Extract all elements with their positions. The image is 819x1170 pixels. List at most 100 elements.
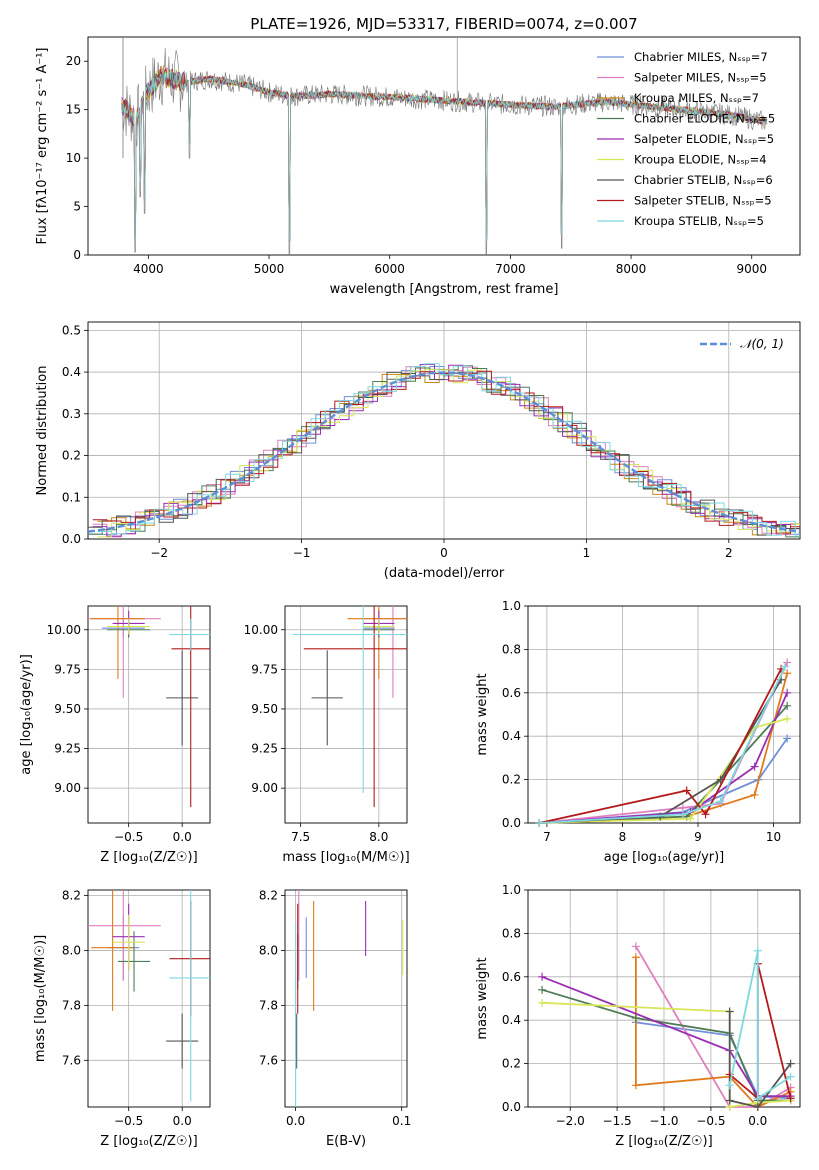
- residuals-histogram-kroupa_stelib: [97, 363, 800, 537]
- spectrum-model-line-kroupa_stelib: [121, 69, 768, 241]
- spectrum-ytick-label: 20: [66, 54, 81, 68]
- weight_vs_Z-ytick-label: 0.4: [502, 1013, 521, 1027]
- weight_vs_age-ytick-label: 1.0: [502, 599, 521, 613]
- weight_vs_age-xtick-label: 7: [543, 830, 551, 844]
- mass_vs_Z-ytick-label: 7.6: [62, 1053, 81, 1067]
- weight_vs_Z-series-marker: [631, 953, 640, 962]
- age_vs_Z-points: [88, 606, 210, 808]
- weight_vs_Z-axes: −2.0 −1.5 −1.0 −0.5 0.0 0.0 0.2 0.4 0.6 0.8 1.0 Z […: [475, 883, 801, 1149]
- mass_vs_Z-axes: −0.5 0.0 7.6 7.8 8.0 8.2 Z [log₁₀(Z/Z☉)] mass […: [33, 888, 211, 1149]
- mass_vs_ebv-ytick-label: 7.6: [259, 1053, 278, 1067]
- weight_vs_Z-ytick-label: 0.0: [502, 1100, 521, 1114]
- weight_vs_Z-series-line-salpeter_elodie: [541, 975, 791, 1098]
- weight_vs_Z-series-marker: [538, 985, 547, 994]
- weight_vs_age-series-line-chabrier_elodie: [539, 705, 788, 824]
- residuals-ytick-label: 0.1: [62, 490, 81, 504]
- residuals-frame: [87, 321, 801, 540]
- spectrum-lines: [121, 37, 768, 255]
- spectrum-legend-label: Kroupa STELIB, Nₛₛₚ=5: [634, 214, 764, 228]
- weight_vs_age-series: [535, 658, 792, 827]
- spectrum-ytick-label: 10: [66, 151, 81, 165]
- spectrum-legend-label: Kroupa ELODIE, Nₛₛₚ=4: [634, 153, 767, 167]
- age_vs_Z-ytick-label: 9.75: [54, 662, 81, 676]
- age_vs_Z-axes: −0.5 0.0 9.00 9.25 9.50 9.75 10.00 Z [log₁₀(Z/Z…: [19, 605, 211, 865]
- weight_vs_age-series-marker: [716, 797, 725, 806]
- mass_vs_Z-xtick-label: 0.0: [173, 1114, 192, 1128]
- spectrum-xtick-label: 8000: [616, 262, 647, 276]
- weight_vs_age-xtick-label: 9: [694, 830, 702, 844]
- residuals-xtick-label: 2: [725, 546, 733, 560]
- weight_vs_age-axes: 7 8 9 10 0.0 0.2 0.4 0.6 0.8 1.0 age [log₁₀(age/yr…: [475, 599, 801, 865]
- weight_vs_age-xtick-label: 8: [619, 830, 627, 844]
- weight_vs_age-series-line-salpeter_elodie: [539, 692, 789, 824]
- weight_vs_Z-series-marker: [725, 1096, 734, 1105]
- weight_vs_Z-series-marker: [753, 946, 762, 955]
- weight_vs_age-ytick-label: 0.6: [502, 686, 521, 700]
- residuals-ytick-label: 0.3: [62, 407, 81, 421]
- residuals-xtick-label: −2: [150, 546, 168, 560]
- weight_vs_Z-series-marker: [631, 1014, 640, 1023]
- spectrum-legend-label: Chabrier STELIB, Nₛₛₚ=6: [634, 173, 773, 187]
- age_vs_mass-ytick-label: 9.75: [251, 662, 278, 676]
- age_vs_Z-ytick-label: 9.25: [54, 742, 81, 756]
- weight_vs_Z-ytick-label: 0.2: [502, 1057, 521, 1071]
- weight_vs_Z-xtick-label: −0.5: [696, 1114, 725, 1128]
- weight_vs_Z-series-marker: [786, 1094, 795, 1103]
- weight_vs_Z-series-marker: [725, 1081, 734, 1090]
- spectrum-legend-label: Salpeter STELIB, Nₛₛₚ=5: [634, 194, 772, 208]
- weight_vs_age-series-marker: [686, 814, 695, 823]
- residuals-normal-curve: [87, 371, 801, 533]
- age_vs_Z-xtick-label: 0.0: [173, 830, 192, 844]
- mass_vs_ebv-points: [295, 890, 404, 1107]
- weight_vs_age-series-marker: [701, 810, 710, 819]
- weight_vs_Z-series-marker: [753, 1094, 762, 1103]
- weight_vs_Z-series-marker: [725, 1007, 734, 1016]
- weight_vs_Z-series-marker: [631, 1081, 640, 1090]
- age_vs_mass-xlabel: mass [log₁₀(M/M☉)]: [282, 850, 409, 865]
- weight_vs_age-series-marker: [780, 662, 789, 671]
- weight_vs_age-series-marker: [678, 810, 687, 819]
- weight_vs_age-series-marker: [783, 669, 792, 678]
- weight_vs_Z-series-line-chabrier_stelib: [728, 1011, 792, 1109]
- weight_vs_Z-series-line-chabrier_elodie: [541, 988, 791, 1102]
- residuals-histograms: [87, 363, 801, 538]
- residuals-xtick-label: 0: [440, 546, 448, 560]
- weight_vs_Z-series-marker: [538, 972, 547, 981]
- spectrum-legend-label: Kroupa MILES, Nₛₛₚ=7: [634, 91, 759, 105]
- residuals-ytick-label: 0.0: [62, 532, 81, 546]
- age_vs_Z-ytick-label: 10.00: [47, 623, 81, 637]
- spectrum-xtick-label: 7000: [495, 262, 526, 276]
- spectrum-legend: Chabrier MILES, Nₛₛₚ=7 Salpeter MILES, Nₛ…: [597, 50, 775, 228]
- weight_vs_Z-xtick-label: −1.5: [603, 1114, 632, 1128]
- weight_vs_Z-xtick-label: 0.0: [748, 1114, 767, 1128]
- weight_vs_age-series-line-salpeter_stelib: [539, 668, 782, 824]
- mass_vs_Z-xlabel: Z [log₁₀(Z/Z☉)]: [100, 1134, 197, 1149]
- residuals-legend-label: 𝒩(0, 1): [740, 337, 784, 351]
- weight_vs_age-ylabel: mass weight: [475, 673, 490, 755]
- weight_vs_age-series-line-kroupa_elodie: [539, 717, 788, 824]
- residuals-histogram-kroupa_elodie: [97, 369, 800, 538]
- residuals-xtick-label: −1: [293, 546, 311, 560]
- weight_vs_Z-series-marker: [753, 1103, 762, 1111]
- residuals-histogram-chabrier_stelib: [88, 371, 800, 536]
- weight_vs_Z-xtick-label: −1.0: [649, 1114, 678, 1128]
- spectrum-ylabel: Flux [fλ10⁻¹⁷ erg cm⁻² s⁻¹ A⁻¹]: [35, 48, 50, 245]
- weight_vs_age-series-marker: [535, 819, 544, 827]
- weight_vs_Z-series-marker: [631, 942, 640, 951]
- spectrum-xlabel: wavelength [Angstrom, rest frame]: [330, 282, 559, 297]
- weight_vs_age-ytick-label: 0.4: [502, 729, 521, 743]
- spectrum-legend-label: Chabrier MILES, Nₛₛₚ=7: [634, 50, 768, 64]
- mass_vs_Z-ylabel: mass [log₁₀(M/M☉)]: [33, 935, 48, 1062]
- age_vs_Z-xtick-label: −0.5: [114, 830, 143, 844]
- weight_vs_Z-series-marker: [538, 998, 547, 1007]
- spectrum-xtick-label: 4000: [133, 262, 164, 276]
- spectrum-xtick-label: 6000: [374, 262, 405, 276]
- mass_vs_ebv-xlabel: E(B-V): [326, 1134, 366, 1149]
- mass_vs_ebv-xtick-label: 0.1: [392, 1114, 411, 1128]
- weight_vs_Z-ytick-label: 0.6: [502, 970, 521, 984]
- weight_vs_age-series-marker: [682, 786, 691, 795]
- residuals-ytick-label: 0.2: [62, 449, 81, 463]
- weight_vs_age-series-marker: [783, 658, 792, 667]
- residuals-xlabel: (data-model)/error: [384, 566, 505, 581]
- residuals-ytick-label: 0.4: [62, 365, 81, 379]
